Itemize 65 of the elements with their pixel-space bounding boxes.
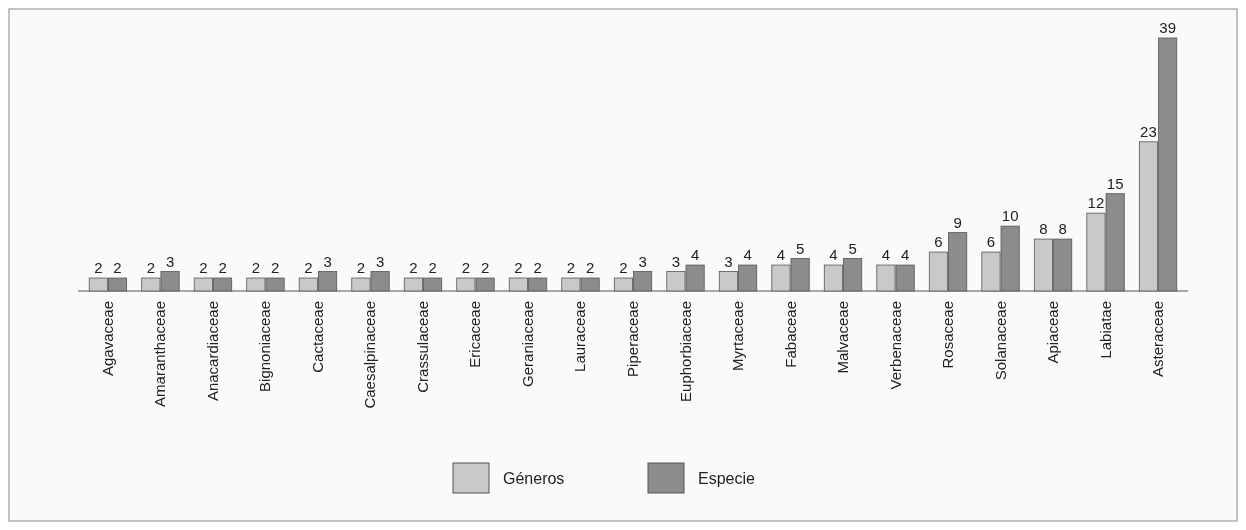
x-tick-label: Rosaceae xyxy=(939,301,957,369)
data-label: 2 xyxy=(409,259,418,277)
x-tick-label: Labiatae xyxy=(1096,301,1114,359)
x-tick-label: Anacardiaceae xyxy=(203,301,221,402)
x-tick-label: Amaranthaceae xyxy=(151,301,169,407)
x-tick-label: Agavaceae xyxy=(98,301,116,377)
data-label: 2 xyxy=(461,259,471,277)
data-label: 23 xyxy=(1140,122,1157,140)
data-label: 3 xyxy=(638,252,647,270)
data-label: 5 xyxy=(848,239,857,257)
x-tick-label: Euphorbiaceae xyxy=(676,301,694,402)
data-label: 8 xyxy=(1058,220,1067,238)
data-label: 2 xyxy=(218,259,227,277)
data-label: 2 xyxy=(356,259,366,277)
data-label: 2 xyxy=(199,259,208,277)
data-label: 4 xyxy=(743,246,752,264)
x-tick-label: Myrtaceae xyxy=(729,301,747,372)
x-tick-label: Cactaceae xyxy=(308,301,326,373)
x-tick-label: Bignoniaceae xyxy=(256,301,274,392)
data-label: 2 xyxy=(304,259,313,277)
x-tick-label: Caesalpinaceae xyxy=(361,301,379,409)
data-label: 8 xyxy=(1039,220,1048,238)
data-label: 10 xyxy=(1001,207,1019,225)
data-label: 4 xyxy=(881,246,891,264)
x-tick-label: Solanaceae xyxy=(991,301,1009,381)
x-tick-label: Apiaceae xyxy=(1044,301,1062,364)
x-tick-label: Asteraceae xyxy=(1149,301,1167,377)
data-label: 6 xyxy=(986,233,996,251)
data-label: 2 xyxy=(619,259,628,277)
data-label: 5 xyxy=(795,239,805,257)
data-label: 3 xyxy=(724,252,733,270)
data-label: 3 xyxy=(323,252,332,270)
x-tick-label: Malvaceae xyxy=(834,301,852,374)
data-label: 2 xyxy=(585,259,595,277)
legend-label: Especie xyxy=(698,470,756,487)
x-tick-label: Piperaceae xyxy=(624,301,641,377)
legend-label: Géneros xyxy=(503,470,565,487)
data-label: 2 xyxy=(480,259,490,277)
data-label: 4 xyxy=(690,246,700,264)
data-label: 2 xyxy=(146,259,156,277)
x-tick-label: Ericaceae xyxy=(466,301,484,368)
x-tick-label: Crassulaceae xyxy=(413,301,431,393)
data-label: 4 xyxy=(776,246,786,264)
data-label: 2 xyxy=(113,259,122,277)
data-label: 2 xyxy=(270,259,280,277)
data-label: 12 xyxy=(1087,194,1105,212)
data-label: 4 xyxy=(900,246,910,264)
data-label: 4 xyxy=(829,246,838,264)
data-label: 2 xyxy=(566,259,576,277)
data-label: 2 xyxy=(533,259,542,277)
data-label: 3 xyxy=(671,252,681,270)
x-tick-label: Lauraceae xyxy=(571,301,589,372)
data-label: 6 xyxy=(934,233,943,251)
x-tick-label: Fabaceae xyxy=(781,301,799,368)
data-label: 2 xyxy=(428,259,437,277)
data-label: 3 xyxy=(165,252,175,270)
data-label: 3 xyxy=(375,252,385,270)
data-label: 15 xyxy=(1106,174,1124,192)
x-tick-label: Geraniaceae xyxy=(518,301,536,387)
data-label: 2 xyxy=(251,259,261,277)
data-label: 39 xyxy=(1159,19,1177,36)
data-label: 2 xyxy=(94,259,103,277)
x-tick-label: Verbenaceae xyxy=(886,301,904,390)
data-label: 9 xyxy=(953,213,962,231)
data-label: 2 xyxy=(514,259,523,277)
